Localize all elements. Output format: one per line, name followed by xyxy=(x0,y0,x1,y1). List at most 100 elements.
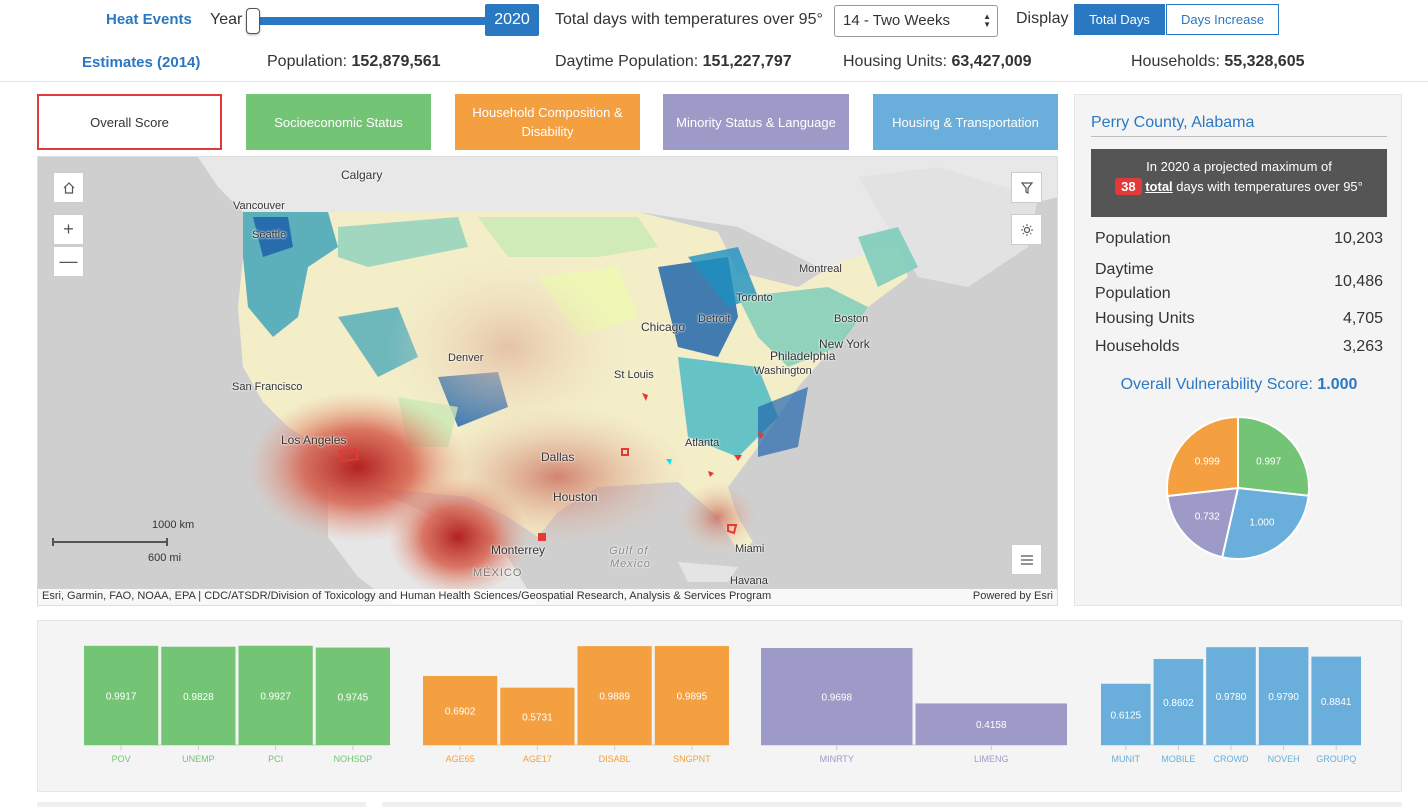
bar[interactable] xyxy=(84,645,159,745)
detail-value: 10,486 xyxy=(1334,273,1383,290)
days-select[interactable]: 14 - Two Weeks ▲ ▼ xyxy=(834,5,998,37)
list-icon xyxy=(1020,554,1033,565)
detail-value: 10,203 xyxy=(1334,230,1383,247)
bar-category-label: MINRTY xyxy=(820,754,854,764)
stat-housing-units: Housing Units: 63,427,009 xyxy=(843,53,1032,71)
detail-label: Population xyxy=(1095,230,1171,247)
bar[interactable] xyxy=(161,646,236,745)
basemap-button[interactable] xyxy=(1011,214,1042,245)
year-value: 2020 xyxy=(485,4,539,36)
scale-bar xyxy=(52,538,168,546)
bar-value-label: 0.9828 xyxy=(183,692,214,703)
days-increase-button[interactable]: Days Increase xyxy=(1166,4,1279,35)
bar-category-label: GROUPQ xyxy=(1316,754,1356,764)
score-label: Overall Vulnerability Score: xyxy=(1120,376,1313,393)
detail-row-households: Households 3,263 xyxy=(1095,338,1383,356)
year-slider-track[interactable] xyxy=(250,17,490,25)
bar-value-label: 0.6125 xyxy=(1111,710,1142,721)
estimates-title[interactable]: Estimates (2014) xyxy=(82,54,201,71)
powered-by-esri[interactable]: Powered by Esri xyxy=(972,590,1053,602)
pie-slice[interactable] xyxy=(1221,486,1310,560)
legend-button[interactable] xyxy=(1011,544,1042,575)
stat-households-label: Households: xyxy=(1131,53,1220,70)
heat-events-title: Heat Events xyxy=(106,11,192,28)
bar-category-label: SNGPNT xyxy=(673,754,711,764)
map-label-denver: Denver xyxy=(448,352,484,364)
pie-slice[interactable] xyxy=(1166,415,1239,498)
total-days-button[interactable]: Total Days xyxy=(1074,4,1165,35)
bar-value-label: 0.8841 xyxy=(1321,697,1352,708)
tab-housing-transportation[interactable]: Housing & Transportation xyxy=(873,94,1058,150)
pie-slice[interactable] xyxy=(1166,486,1240,559)
map-label-vancouver: Vancouver xyxy=(233,200,285,212)
bar[interactable] xyxy=(1258,647,1309,745)
bar-category-label: MUNIT xyxy=(1112,754,1141,764)
stat-daytime-label: Daytime Population: xyxy=(555,53,699,70)
county-detail-panel: Perry County, Alabama In 2020 a projecte… xyxy=(1074,94,1402,606)
bar[interactable] xyxy=(1206,647,1256,745)
year-slider-handle[interactable] xyxy=(246,8,260,34)
bar-value-label: 0.9895 xyxy=(677,692,708,703)
map-label-havana: Havana xyxy=(730,575,768,587)
variable-bar-charts: 0.9917 POV 0.9828 UNEMP 0.9927 PCI 0.9745 NOHSD… xyxy=(37,620,1402,792)
bar[interactable] xyxy=(315,647,390,745)
bar-value-label: 0.9698 xyxy=(821,693,852,704)
bar-value-label: 0.8602 xyxy=(1163,698,1194,709)
callout-prefix: In 2020 a projected maximum of xyxy=(1146,159,1332,174)
score-value: 1.000 xyxy=(1317,376,1358,393)
map-label-washington: Washington xyxy=(754,365,812,377)
footer-panel-left xyxy=(37,802,366,807)
bar-category-label: AGE65 xyxy=(446,754,475,764)
sun-icon xyxy=(1020,223,1033,236)
pie-slice-label: 1.000 xyxy=(1249,518,1274,529)
tab-socioeconomic-status[interactable]: Socioeconomic Status xyxy=(246,94,431,150)
map-label-san-francisco: San Francisco xyxy=(232,381,303,393)
scale-km: 1000 km xyxy=(152,519,195,531)
bar-value-label: 0.9780 xyxy=(1216,692,1247,703)
bar[interactable] xyxy=(1311,656,1361,745)
tab-minority-status[interactable]: Minority Status & Language xyxy=(663,94,849,150)
map-label-toronto: Toronto xyxy=(736,292,773,304)
days-threshold-label: Total days with temperatures over 95° xyxy=(555,11,823,28)
tab-household-composition[interactable]: Household Composition & Disability xyxy=(455,94,640,150)
pie-slice[interactable] xyxy=(1237,415,1310,497)
bar-value-label: 0.9889 xyxy=(599,692,630,703)
bar[interactable] xyxy=(577,646,652,745)
bar-value-label: 0.9745 xyxy=(338,692,369,703)
map-label-los-angeles: Los Angeles xyxy=(281,433,347,447)
bar-value-label: 0.9927 xyxy=(260,691,291,702)
home-button[interactable] xyxy=(53,172,84,203)
bar[interactable] xyxy=(915,703,1068,745)
detail-label: Housing Units xyxy=(1095,310,1195,327)
bar[interactable] xyxy=(238,645,313,745)
bar-category-label: POV xyxy=(112,754,131,764)
divider xyxy=(1091,136,1387,137)
bar[interactable] xyxy=(1153,658,1204,745)
select-arrows-icon: ▲ ▼ xyxy=(983,12,991,29)
detail-row-housing-units: Housing Units 4,705 xyxy=(1095,310,1383,328)
bar[interactable] xyxy=(761,648,913,745)
days-select-value: 14 - Two Weeks xyxy=(843,12,950,29)
tab-overall-score[interactable]: Overall Score xyxy=(37,94,222,150)
zoom-out-button[interactable]: — xyxy=(53,246,84,277)
pie-slice-label: 0.732 xyxy=(1195,511,1220,522)
stat-daytime-population: Daytime Population: 151,227,797 xyxy=(555,53,792,71)
bar[interactable] xyxy=(423,675,498,745)
map-label-houston: Houston xyxy=(553,490,598,504)
map-view[interactable]: + — Calgary Vancouver Seattle Montreal T… xyxy=(37,156,1058,606)
bar-category-label: DISABL xyxy=(599,754,631,764)
zoom-in-button[interactable]: + xyxy=(53,214,84,245)
pie-slice-label: 0.999 xyxy=(1195,457,1220,468)
bar[interactable] xyxy=(1101,683,1151,745)
callout-suffix: days with temperatures over 95° xyxy=(1176,179,1363,194)
bar-category-label: NOVEH xyxy=(1268,754,1300,764)
bar[interactable] xyxy=(654,646,729,745)
map-label-seattle: Seattle xyxy=(252,229,287,241)
bar-category-label: MOBILE xyxy=(1161,754,1195,764)
footer-panel-right xyxy=(382,802,1402,807)
filter-button[interactable] xyxy=(1011,172,1042,203)
bar[interactable] xyxy=(500,687,575,745)
pie-slice-label: 0.997 xyxy=(1256,457,1281,468)
detail-row-population: Population 10,203 xyxy=(1095,230,1383,248)
bar-value-label: 0.9790 xyxy=(1268,692,1299,703)
